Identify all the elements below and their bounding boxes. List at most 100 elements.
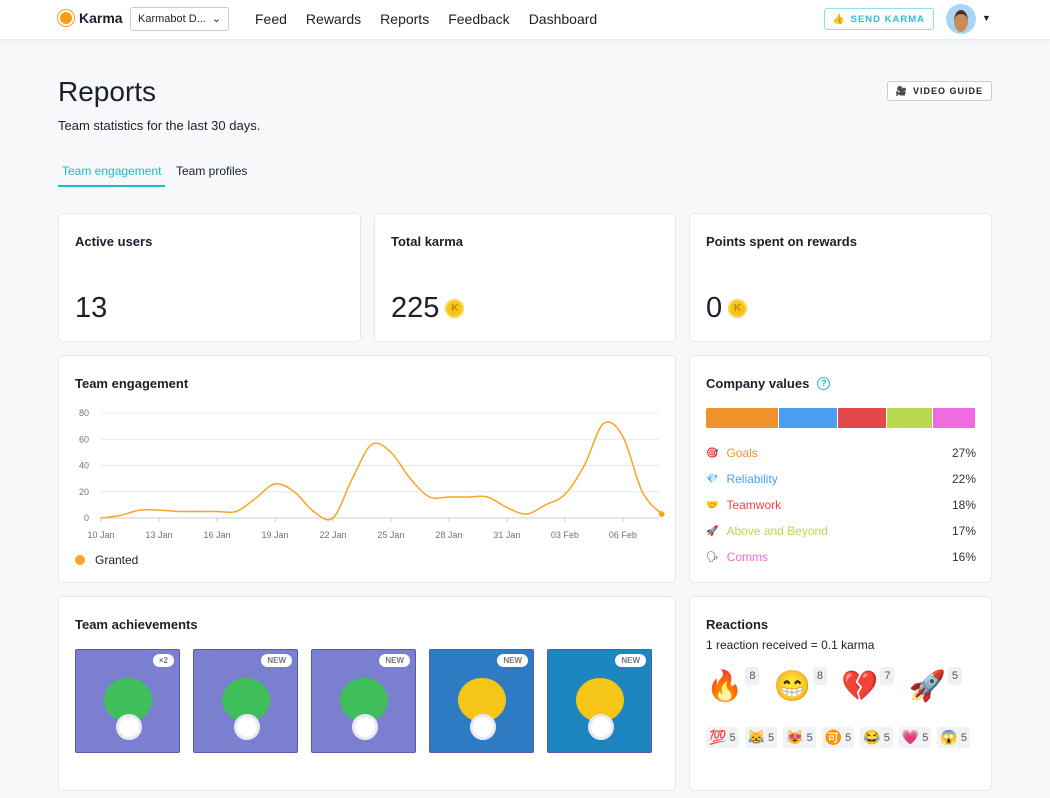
value-percent: 22%	[951, 472, 976, 486]
nav-feed[interactable]: Feed	[255, 11, 287, 27]
reaction-count: 5	[845, 731, 852, 744]
caret-down-icon[interactable]: ▼	[982, 13, 991, 23]
data-point	[177, 510, 180, 513]
x-tick-label: 19 Jan	[261, 530, 288, 540]
data-point	[196, 510, 199, 513]
nav-feedback[interactable]: Feedback	[448, 11, 510, 27]
value-icon: 🗣	[706, 551, 719, 563]
video-camera-icon: 🎥	[895, 85, 908, 96]
values-bar-segment	[932, 408, 976, 428]
avatar	[352, 714, 378, 740]
data-point	[370, 443, 373, 446]
avatar	[234, 714, 260, 740]
data-point	[525, 513, 528, 515]
company-value-row: 🚀 Above and Beyond 17%	[706, 524, 976, 538]
tab-team-engagement[interactable]: Team engagement	[58, 164, 166, 187]
stat-card-active-users: Active users 13	[58, 213, 361, 342]
tab-team-profiles[interactable]: Team profiles	[176, 164, 248, 178]
data-point	[138, 509, 141, 511]
data-point	[409, 477, 412, 480]
reaction-emoji-icon: 😁	[773, 670, 811, 703]
karma-coin-icon: K	[445, 299, 465, 318]
data-point	[119, 514, 122, 517]
achievement-tile[interactable]: NEW	[547, 649, 652, 753]
thumbs-up-icon: 👍	[832, 13, 846, 25]
achievement-tile[interactable]: NEW	[311, 649, 416, 753]
reaction-emoji-icon: 🉑	[824, 729, 843, 745]
value-percent: 17%	[951, 524, 976, 538]
series-line-granted	[100, 421, 663, 521]
value-label: Reliability	[726, 472, 778, 486]
reaction-item: 💗 5	[898, 727, 932, 748]
legend-dot-icon	[75, 555, 85, 565]
chart-legend: Granted	[75, 553, 138, 567]
achievement-tile[interactable]: NEW	[429, 649, 534, 753]
data-point	[293, 490, 296, 493]
stat-value: 13	[75, 292, 108, 324]
top-nav: Karma Karmabot D... ⌄ Feed Rewards Report…	[0, 0, 1050, 40]
chevron-down-icon: ⌄	[211, 12, 222, 25]
reaction-count: 5	[960, 731, 967, 744]
company-value-row: 🤝 Teamwork 18%	[706, 498, 976, 512]
data-point	[100, 517, 102, 519]
reaction-item: 🔥 8	[706, 667, 760, 707]
values-bar-segment	[886, 408, 933, 428]
send-karma-button[interactable]: 👍 SEND KARMA	[823, 8, 934, 30]
nav-dashboard[interactable]: Dashboard	[528, 11, 598, 27]
reactions-card: Reactions 1 reaction received = 0.1 karm…	[689, 596, 992, 791]
reaction-count: 5	[883, 731, 890, 744]
legend-label: Granted	[95, 553, 139, 567]
achievement-badge: NEW	[615, 654, 646, 667]
y-tick-label: 0	[84, 513, 89, 523]
reaction-emoji-icon: 😂	[863, 729, 881, 745]
y-tick-label: 20	[79, 487, 89, 497]
data-point	[544, 504, 547, 506]
achievement-tile[interactable]: ×2	[75, 649, 180, 753]
data-point	[390, 451, 392, 454]
stat-value: 0	[706, 292, 723, 324]
nav-rewards[interactable]: Rewards	[305, 11, 362, 27]
y-tick-label: 60	[79, 434, 89, 444]
value-icon: 🎯	[706, 447, 719, 459]
reactions-subtitle: 1 reaction received = 0.1 karma	[706, 638, 875, 652]
value-icon: 🚀	[706, 525, 719, 537]
team-achievements-card: Team achievements ×2 NEW NEW NEW NEW	[58, 596, 676, 791]
achievement-badge: NEW	[379, 654, 410, 667]
value-label: Goals	[726, 446, 758, 460]
reaction-emoji-icon: 😻	[786, 729, 804, 745]
avatar	[588, 714, 614, 740]
help-icon[interactable]: ?	[817, 377, 831, 390]
reaction-item: 😹 5	[744, 727, 778, 748]
stat-value: 225	[391, 292, 440, 324]
page-title: Reports	[58, 76, 157, 107]
data-point	[486, 496, 489, 498]
data-point	[254, 497, 257, 500]
karma-coin-icon: K	[728, 299, 748, 318]
card-title: Team engagement	[75, 376, 189, 391]
data-point	[158, 509, 160, 511]
card-title-text: Company values	[706, 376, 810, 391]
achievement-tile[interactable]: NEW	[193, 649, 298, 753]
send-karma-label: SEND KARMA	[850, 13, 925, 25]
achievement-badge: NEW	[497, 654, 528, 667]
data-point	[332, 517, 334, 519]
reaction-item: 💔 7	[841, 667, 895, 707]
data-point	[351, 477, 354, 480]
data-point-hover[interactable]	[658, 511, 665, 518]
x-tick-label: 28 Jan	[435, 530, 462, 540]
nav-reports[interactable]: Reports	[380, 11, 430, 27]
data-point	[564, 493, 566, 496]
stat-card-total-karma: Total karma 225 K	[374, 213, 676, 342]
reaction-emoji-icon: 😹	[747, 729, 765, 745]
avatar[interactable]	[946, 4, 976, 34]
card-title: Reactions	[706, 617, 769, 632]
reaction-count: 5	[947, 667, 962, 685]
data-point	[467, 496, 470, 498]
engagement-chart: 0 20 40 60 80 10 Jan 13 Jan 16 Jan 19 Jan 22 Jan 2…	[79, 408, 665, 540]
brand-logo[interactable]: Karma	[58, 10, 123, 26]
video-guide-button[interactable]: 🎥 VIDEO GUIDE	[886, 81, 992, 101]
workspace-select[interactable]: Karmabot D... ⌄	[130, 7, 230, 31]
reaction-emoji-icon: 💯	[709, 729, 727, 745]
company-values-card: Company values? 🎯 Goals 27% 💎 Reliability 22%…	[689, 355, 992, 583]
